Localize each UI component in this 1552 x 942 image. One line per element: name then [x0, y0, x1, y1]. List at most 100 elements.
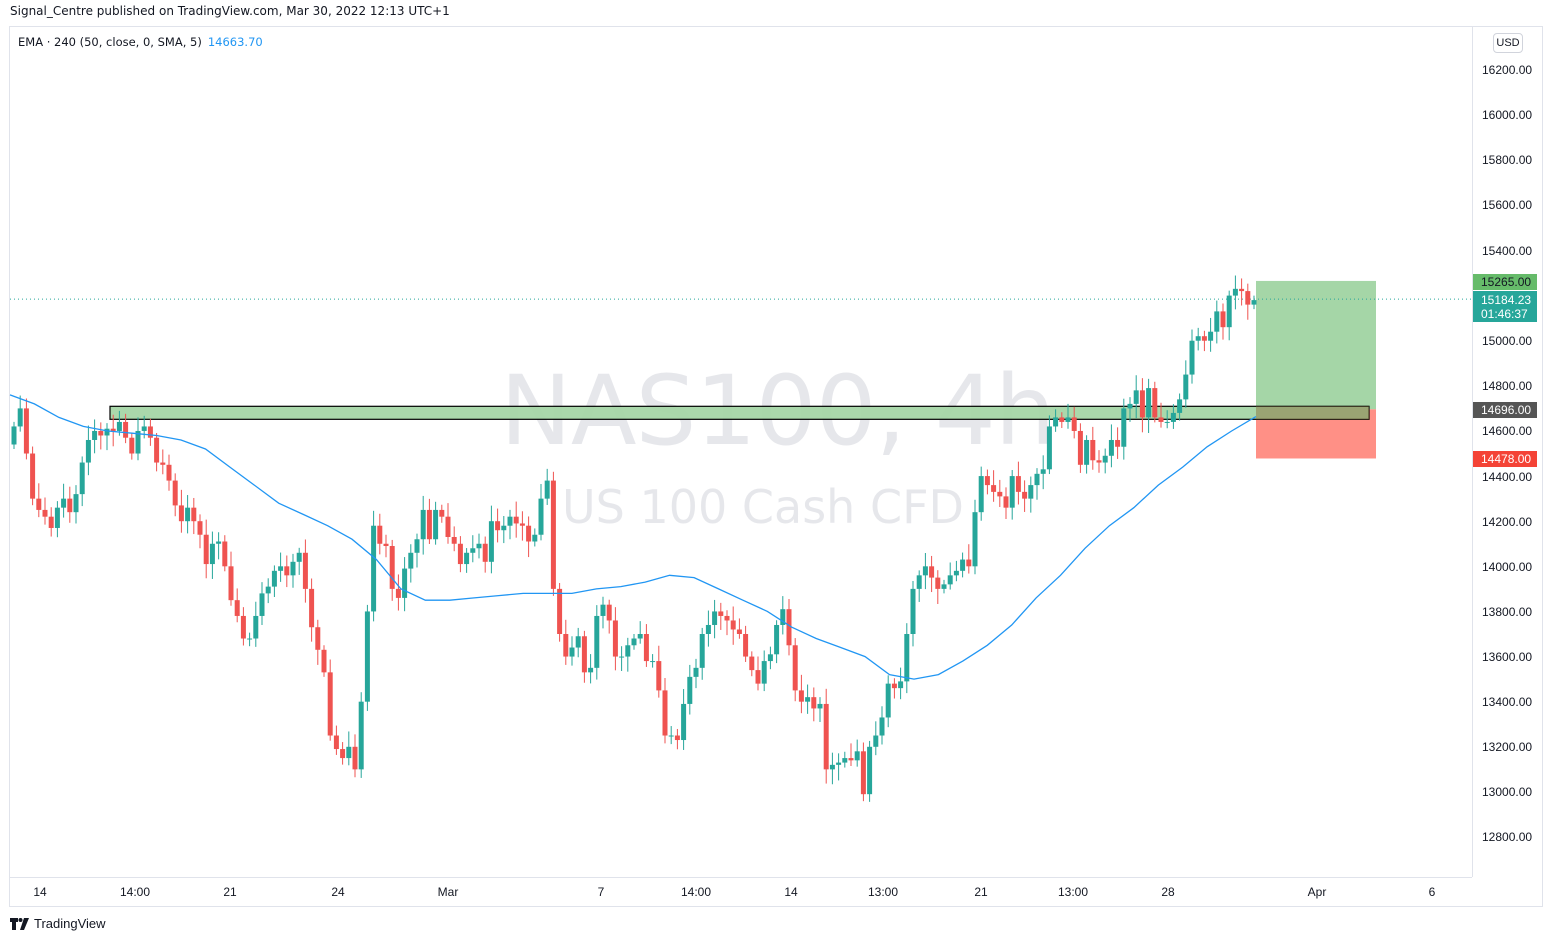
candle-body	[1170, 412, 1176, 422]
candle-body	[600, 604, 606, 616]
time-tick: 14	[784, 885, 798, 899]
time-tick: Apr	[1307, 885, 1327, 899]
candle-body	[1071, 417, 1077, 431]
candle-body	[346, 746, 352, 759]
candle-body	[1133, 390, 1139, 404]
candle-body	[718, 611, 724, 616]
candle-body	[823, 703, 829, 770]
candle-body	[650, 661, 656, 663]
candle-body	[371, 525, 377, 612]
candle-body	[160, 462, 166, 465]
candle-body	[420, 509, 426, 540]
candle-body	[11, 426, 17, 445]
price-tick: 15800.00	[1482, 153, 1533, 167]
time-tick: 21	[223, 885, 237, 899]
candle-body	[495, 521, 501, 531]
candle-body	[749, 656, 755, 671]
candle-body	[966, 559, 972, 567]
candle-body	[1201, 336, 1207, 341]
candle-body	[1028, 485, 1034, 499]
candle-body	[953, 570, 959, 576]
candle-body	[761, 661, 767, 684]
price-axis[interactable]	[1472, 26, 1544, 877]
candle-body	[513, 516, 519, 524]
candle-body	[922, 566, 928, 576]
time-tick: 28	[1161, 885, 1175, 899]
candle-body	[588, 667, 594, 673]
candle-body	[395, 588, 401, 598]
time-tick: 14	[33, 885, 47, 899]
candle-body	[705, 624, 711, 634]
tradingview-brand[interactable]: TradingView	[10, 916, 106, 931]
candle-body	[526, 525, 532, 542]
candle-body	[451, 536, 457, 544]
price-tick: 13200.00	[1482, 740, 1533, 754]
candle-body	[1121, 408, 1127, 447]
target-price-label: 15265.00	[1473, 274, 1537, 290]
time-tick: 14:00	[680, 885, 712, 899]
candle-body	[792, 645, 798, 691]
candle-body	[1152, 388, 1158, 418]
time-tick: Mar	[437, 885, 459, 899]
candle-body	[302, 552, 308, 589]
candle-body	[594, 615, 600, 668]
candle-body	[798, 690, 804, 702]
candle-body	[631, 638, 637, 646]
candle-body	[464, 552, 470, 565]
candle-body	[767, 654, 773, 662]
candle-body	[1022, 491, 1028, 499]
brand-label: TradingView	[34, 916, 106, 931]
candle-body	[960, 559, 966, 571]
candle-body	[426, 509, 432, 540]
candle-body	[197, 521, 203, 535]
time-tick: 14:00	[119, 885, 151, 899]
candle-body	[209, 543, 215, 565]
price-tick: 14600.00	[1482, 424, 1533, 438]
candle-body	[997, 491, 1003, 497]
candle-body	[327, 672, 333, 736]
candle-body	[216, 541, 222, 544]
candle-body	[1195, 336, 1201, 341]
candle-body	[867, 746, 873, 795]
ema-legend[interactable]: EMA · 240 (50, close, 0, SMA, 5) 14663.70	[18, 35, 263, 49]
time-axis[interactable]	[10, 877, 1472, 907]
time-tick: 24	[331, 885, 345, 899]
candle-body	[724, 615, 730, 621]
currency-button[interactable]: USD	[1493, 33, 1523, 53]
candle-body	[904, 634, 910, 682]
candle-body	[1102, 455, 1108, 463]
candle-body	[829, 764, 835, 770]
candle-body	[860, 751, 866, 795]
ema-legend-label: EMA · 240 (50, close, 0, SMA, 5)	[18, 35, 202, 49]
candle-body	[470, 548, 476, 553]
entry-price-label: 14696.00	[1473, 402, 1537, 418]
candle-body	[185, 507, 191, 522]
candle-body	[612, 620, 618, 657]
candle-body	[1239, 288, 1245, 292]
candle-body	[1214, 311, 1220, 332]
candle-body	[532, 534, 538, 542]
candle-body	[848, 758, 854, 761]
candle-body	[259, 593, 265, 616]
position-profit-area	[1256, 280, 1376, 410]
candle-body	[116, 421, 122, 431]
candle-body	[79, 462, 85, 495]
candle-body	[1127, 403, 1133, 409]
candle-body	[228, 566, 234, 601]
candle-body	[433, 509, 439, 540]
candle-body	[557, 588, 563, 634]
stop-price-label: 14478.00	[1473, 451, 1537, 467]
candle-body	[507, 516, 513, 526]
tradingview-logo-icon	[10, 917, 29, 930]
candle-body	[984, 476, 990, 486]
candle-body	[836, 762, 842, 765]
candle-body	[730, 620, 736, 630]
candle-body	[786, 609, 792, 646]
candle-body	[854, 751, 860, 761]
price-tick: 14800.00	[1482, 379, 1533, 393]
candle-body	[1108, 439, 1114, 456]
candle-body	[1053, 417, 1059, 427]
candle-body	[1059, 417, 1065, 422]
candle-body	[1090, 439, 1096, 461]
